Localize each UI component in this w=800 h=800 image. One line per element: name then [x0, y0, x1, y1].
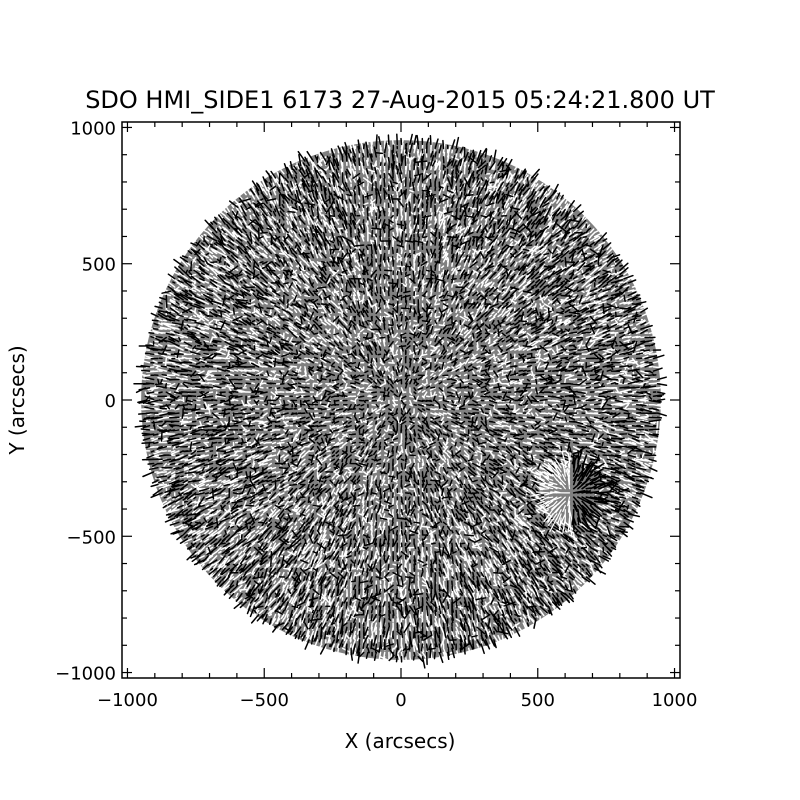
y-tick-label: 1000	[70, 118, 116, 139]
x-tick-label: −500	[240, 690, 289, 711]
axis-ticks: −1000 −500 0 500 1000 −1000 −500 0 500 1000	[55, 118, 697, 711]
y-tick-label: 500	[82, 255, 116, 276]
x-axis-label: X (arcsecs)	[345, 729, 456, 753]
chart-title: SDO HMI_SIDE1 6173 27-Aug-2015 05:24:21.…	[85, 86, 715, 114]
x-tick-label: 500	[521, 690, 555, 711]
active-region-negative-vectors	[571, 451, 616, 532]
x-tick-label: −1000	[97, 690, 158, 711]
x-tick-label: 1000	[652, 690, 698, 711]
y-tick-label: 0	[105, 391, 116, 412]
active-region-positive-vectors	[530, 452, 574, 538]
y-axis-label: Y (arcsecs)	[5, 345, 29, 455]
plot-area: −1000 −500 0 500 1000 −1000 −500 0 500 1000	[55, 118, 697, 711]
x-tick-label: 0	[395, 690, 406, 711]
negative-field-vectors	[133, 133, 668, 669]
magnetic-field-vectors	[133, 132, 671, 669]
y-tick-label: −500	[67, 527, 116, 548]
y-tick-label: −1000	[55, 664, 116, 685]
